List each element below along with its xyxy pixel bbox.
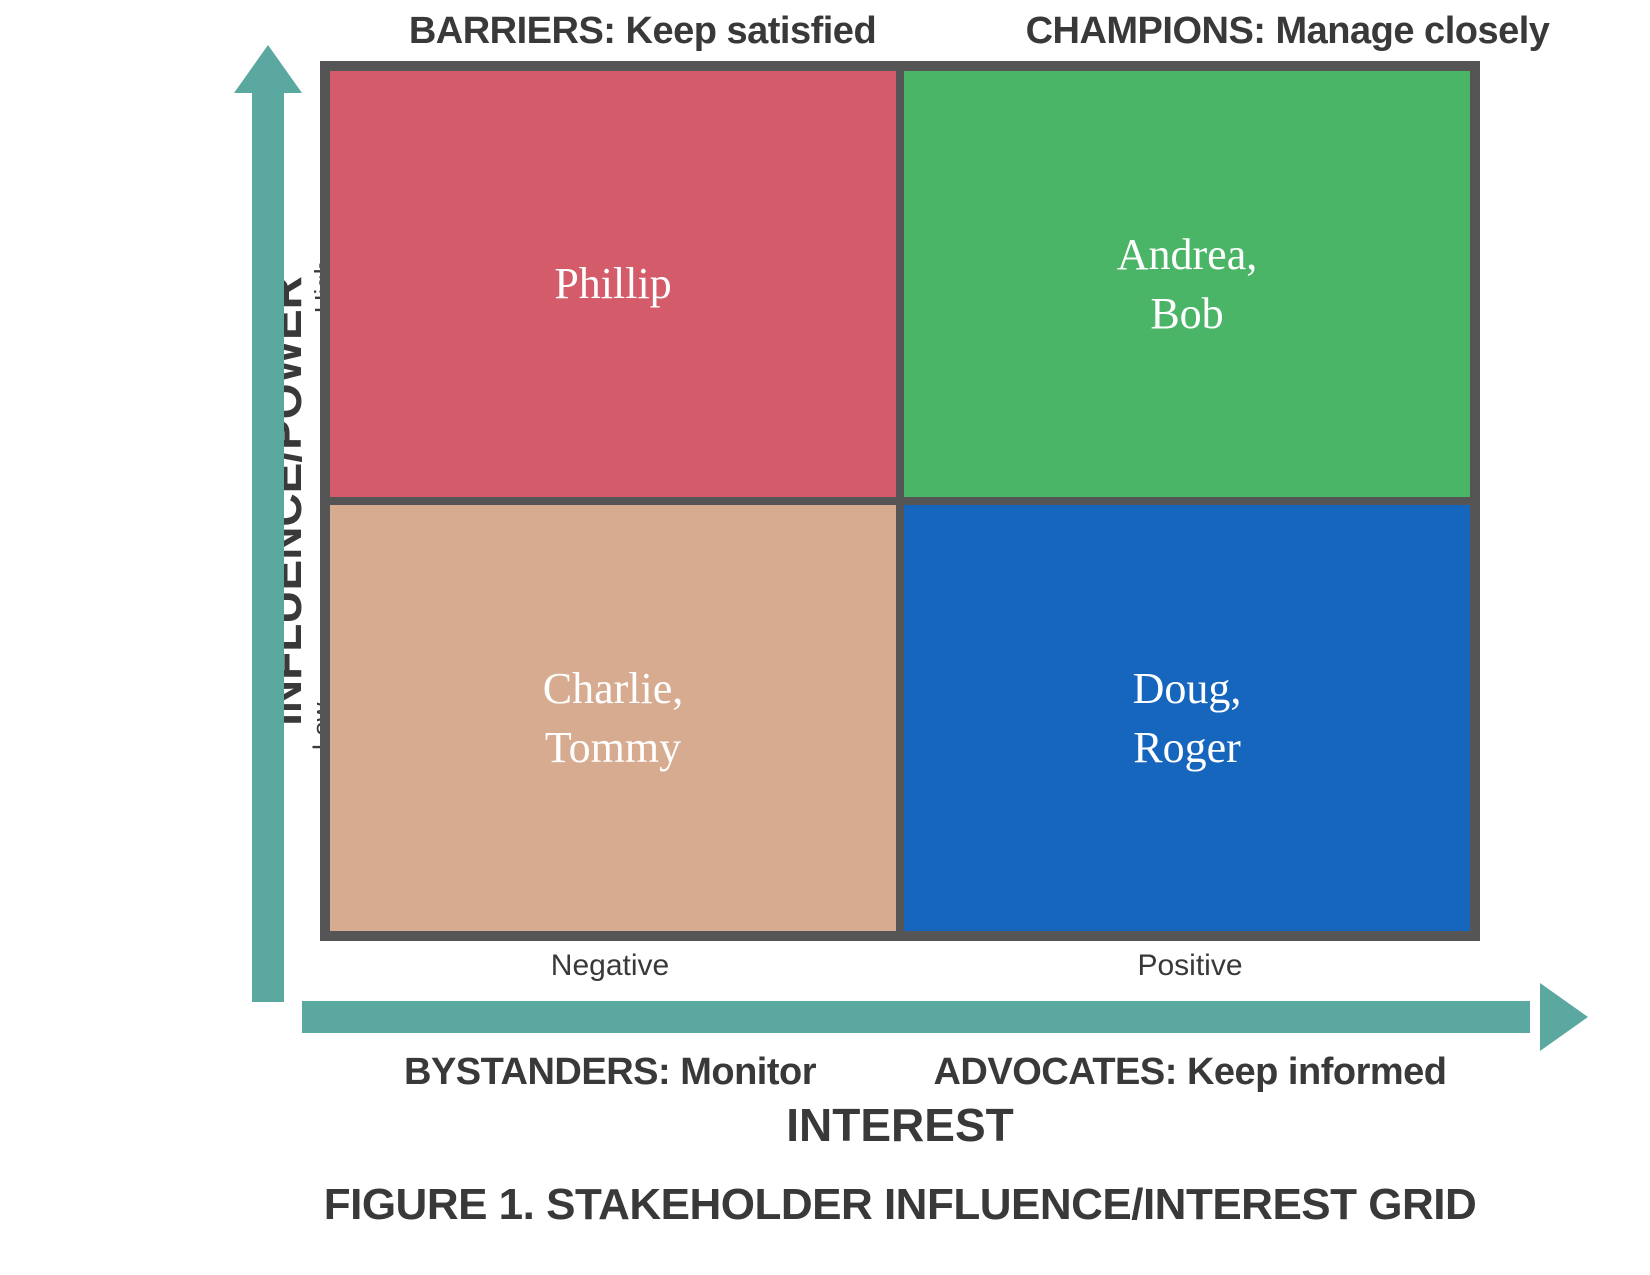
arrow-right-icon [1540, 983, 1588, 1051]
bystanders-header: BYSTANDERS: Monitor [320, 1051, 900, 1094]
x-axis-title: INTEREST [320, 1098, 1480, 1152]
x-tick-row: Negative Positive [320, 949, 1480, 983]
quadrant-champions-content: Andrea,Bob [1117, 225, 1258, 344]
arrow-shaft [252, 85, 284, 1002]
x-tick-negative: Negative [320, 949, 900, 983]
x-tick-positive: Positive [900, 949, 1480, 983]
top-quadrant-headers: BARRIERS: Keep satisfied CHAMPIONS: Mana… [320, 10, 1610, 53]
quadrant-champions: Andrea,Bob [900, 67, 1474, 501]
x-axis-section: Negative Positive BYSTANDERS: Monitor AD… [320, 949, 1480, 1152]
quadrant-bystanders: Charlie,Tommy [326, 501, 900, 935]
advocates-header: ADVOCATES: Keep informed [900, 1051, 1480, 1094]
quadrant-barriers-content: Phillip [554, 254, 671, 313]
matrix-grid: Phillip Andrea,Bob Charlie,Tommy Doug,Ro… [320, 61, 1480, 941]
x-axis-arrow [302, 989, 1582, 1045]
figure-caption: FIGURE 1. STAKEHOLDER INFLUENCE/INTEREST… [320, 1180, 1480, 1230]
champions-header: CHAMPIONS: Manage closely [965, 10, 1610, 53]
y-axis: INFLUENCE/POWER High Low [190, 61, 320, 941]
quadrant-advocates: Doug,Roger [900, 501, 1474, 935]
arrow-shaft [302, 1001, 1530, 1033]
quadrant-advocates-content: Doug,Roger [1133, 659, 1242, 778]
bottom-quadrant-headers: BYSTANDERS: Monitor ADVOCATES: Keep info… [320, 1051, 1480, 1094]
quadrant-barriers: Phillip [326, 67, 900, 501]
stakeholder-grid-diagram: BARRIERS: Keep satisfied CHAMPIONS: Mana… [190, 10, 1610, 1230]
grid-row: INFLUENCE/POWER High Low Phillip Andrea,… [190, 61, 1610, 941]
quadrant-bystanders-content: Charlie,Tommy [543, 659, 684, 778]
barriers-header: BARRIERS: Keep satisfied [320, 10, 965, 53]
